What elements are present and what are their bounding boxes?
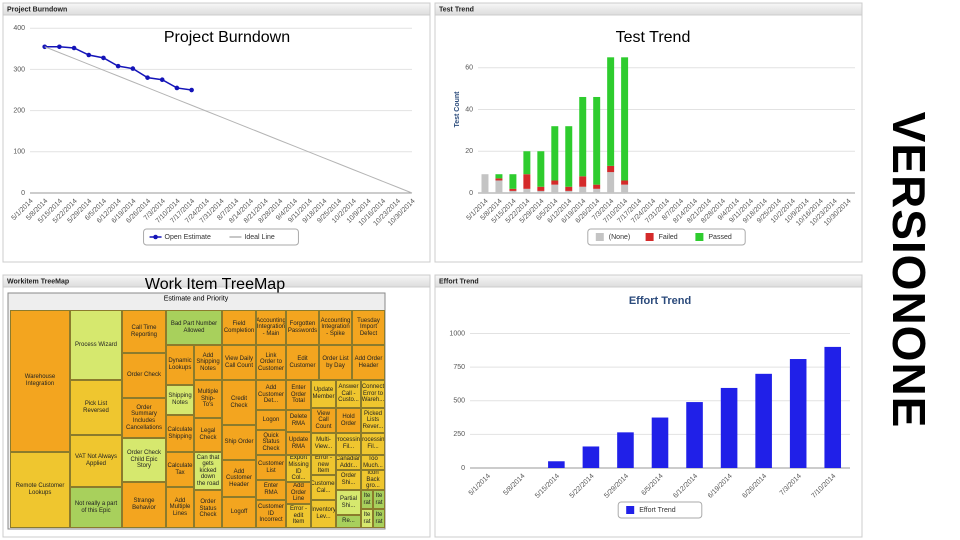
bar-segment: [621, 184, 629, 193]
y-tick-label: 0: [461, 465, 465, 472]
y-tick-label: 400: [13, 25, 25, 32]
bar-segment: [551, 126, 559, 181]
legend-label: Open Estimate: [165, 234, 211, 241]
caption: Test Trend: [616, 29, 691, 46]
bar-segment: [593, 96, 601, 185]
point: [145, 75, 150, 80]
bar: [720, 387, 738, 468]
bar-segment: [551, 180, 559, 185]
treemap-title: Estimate and Priority: [164, 295, 229, 302]
y-tick-label: 1000: [449, 330, 465, 337]
bar-segment: [565, 186, 573, 191]
point: [130, 66, 136, 71]
treemap-frame: [7, 292, 386, 530]
bar-segment: [579, 96, 587, 177]
legend-label: Failed: [659, 234, 678, 241]
bar-segment: [523, 174, 531, 189]
bar-segment: [495, 180, 503, 193]
point: [86, 52, 92, 58]
bar-segment: [523, 188, 531, 193]
bar-segment: [495, 174, 503, 179]
panel-header: [434, 2, 863, 16]
y-tick-label: 60: [465, 65, 473, 72]
bar-segment: [509, 188, 517, 191]
y-tick-label: 40: [465, 106, 473, 113]
bar-segment: [509, 174, 517, 189]
panel-title: Test Trend: [439, 6, 474, 13]
legend-swatch: [626, 506, 635, 514]
brand: VERSIONONE: [883, 112, 935, 429]
bar-segment: [537, 190, 545, 193]
point: [101, 55, 106, 61]
point: [174, 85, 180, 91]
point: [115, 63, 121, 69]
legend-box: [143, 228, 299, 246]
bar-segment: [537, 186, 545, 191]
caption: Project Burndown: [164, 29, 290, 46]
bar-segment: [579, 186, 587, 193]
bar: [548, 461, 565, 468]
legend-box: [617, 501, 703, 519]
bar: [617, 432, 634, 468]
line: [44, 46, 413, 194]
y-axis-label: Test Count: [454, 91, 461, 128]
bar: [755, 373, 772, 468]
bar-segment: [593, 184, 601, 189]
legend-swatch: [645, 233, 654, 241]
bar: [789, 359, 807, 468]
y-tick-label: 100: [13, 149, 25, 156]
chart-title: Effort Trend: [629, 295, 691, 307]
panel-title: Effort Trend: [439, 278, 479, 285]
bar-segment: [537, 151, 545, 187]
y-tick-label: 0: [21, 190, 25, 197]
point: [159, 77, 165, 83]
bar-segment: [495, 178, 503, 181]
bar: [651, 417, 669, 468]
y-tick-label: 500: [453, 398, 465, 405]
bar-segment: [593, 188, 601, 193]
bar-segment: [551, 184, 559, 193]
panel-title: Workitem TreeMap: [7, 278, 69, 285]
point: [57, 44, 62, 50]
panel-header: [2, 2, 431, 16]
bar-segment: [565, 126, 573, 187]
panel-header: [2, 274, 431, 288]
legend-label: Ideal Line: [244, 234, 274, 241]
legend-box: [587, 228, 746, 246]
panel-title: Project Burndown: [7, 6, 67, 13]
caption: Work Item TreeMap: [145, 276, 285, 293]
y-tick-label: 0: [469, 190, 473, 197]
bar-segment: [607, 165, 615, 173]
bar-segment: [621, 180, 629, 185]
bar-segment: [579, 176, 587, 187]
y-tick-label: 200: [13, 107, 25, 114]
y-tick-label: 250: [453, 431, 465, 438]
bar-segment: [523, 151, 531, 175]
bar-segment: [607, 57, 615, 166]
point: [71, 45, 77, 51]
bar-segment: [565, 190, 573, 193]
y-tick-label: 750: [453, 364, 465, 371]
y-tick-label: 300: [13, 66, 25, 73]
bar-segment: [621, 57, 629, 181]
legend-swatch: [595, 233, 604, 241]
legend-label: Passed: [708, 234, 731, 241]
bar-segment: [607, 172, 615, 193]
bar: [582, 446, 600, 468]
legend-label: (None): [609, 234, 630, 241]
bar-segment: [509, 190, 517, 193]
bar-segment: [481, 174, 489, 193]
bar: [686, 402, 703, 468]
y-tick-label: 20: [465, 148, 473, 155]
point: [189, 87, 194, 93]
legend-label: Effort Trend: [639, 507, 676, 514]
legend-swatch: [153, 234, 158, 240]
panel-header: [434, 274, 863, 288]
bar: [824, 346, 842, 468]
legend-swatch: [695, 233, 704, 241]
